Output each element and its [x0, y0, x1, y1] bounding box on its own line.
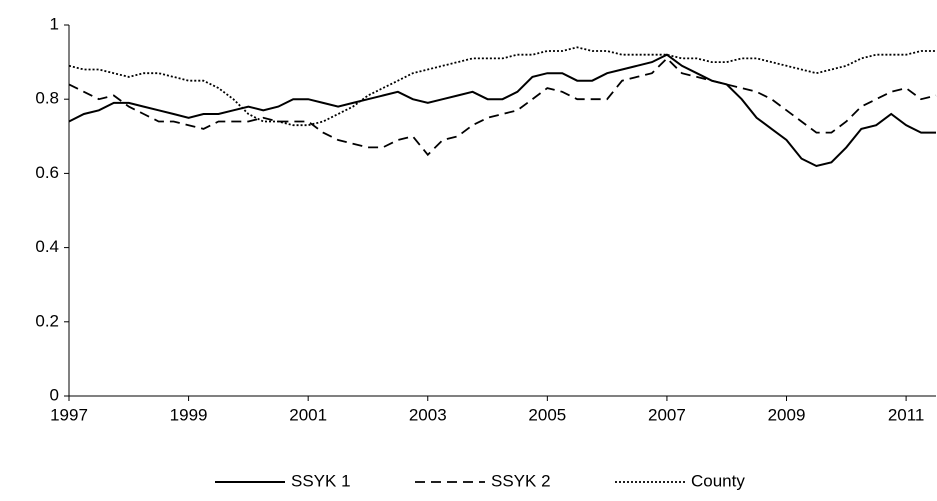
y-tick-label: 0.6 [35, 163, 59, 182]
x-tick-label: 2011 [888, 405, 925, 424]
y-tick-label: 1 [50, 14, 59, 33]
x-tick-label: 2001 [289, 405, 327, 424]
x-tick-label: 2005 [528, 405, 566, 424]
y-tick-label: 0.4 [35, 237, 59, 256]
legend-label: SSYK 1 [291, 471, 351, 490]
line-series [68, 53, 936, 168]
x-tick-label: 2009 [768, 405, 806, 424]
x-tick-label: 2003 [409, 405, 447, 424]
legend-label: SSYK 2 [491, 471, 551, 490]
x-tick-label: 2007 [648, 405, 686, 424]
y-tick-label: 0.2 [35, 311, 59, 330]
line-series [68, 57, 937, 157]
y-tick-label: 0 [50, 385, 59, 404]
y-tick-label: 0.8 [35, 89, 59, 108]
line-series [68, 46, 936, 127]
x-tick-label: 1999 [170, 405, 208, 424]
x-tick-label: 1997 [50, 405, 88, 424]
legend-label: County [691, 471, 745, 490]
